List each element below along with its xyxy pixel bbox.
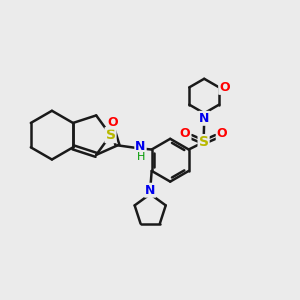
Text: S: S	[106, 128, 116, 142]
Text: N: N	[145, 184, 155, 197]
Text: O: O	[219, 81, 230, 94]
Text: N: N	[199, 112, 209, 125]
Text: N: N	[135, 140, 146, 153]
Text: S: S	[199, 135, 208, 149]
Text: O: O	[180, 127, 190, 140]
Text: O: O	[107, 116, 118, 129]
Text: O: O	[217, 127, 227, 140]
Text: H: H	[137, 152, 145, 162]
